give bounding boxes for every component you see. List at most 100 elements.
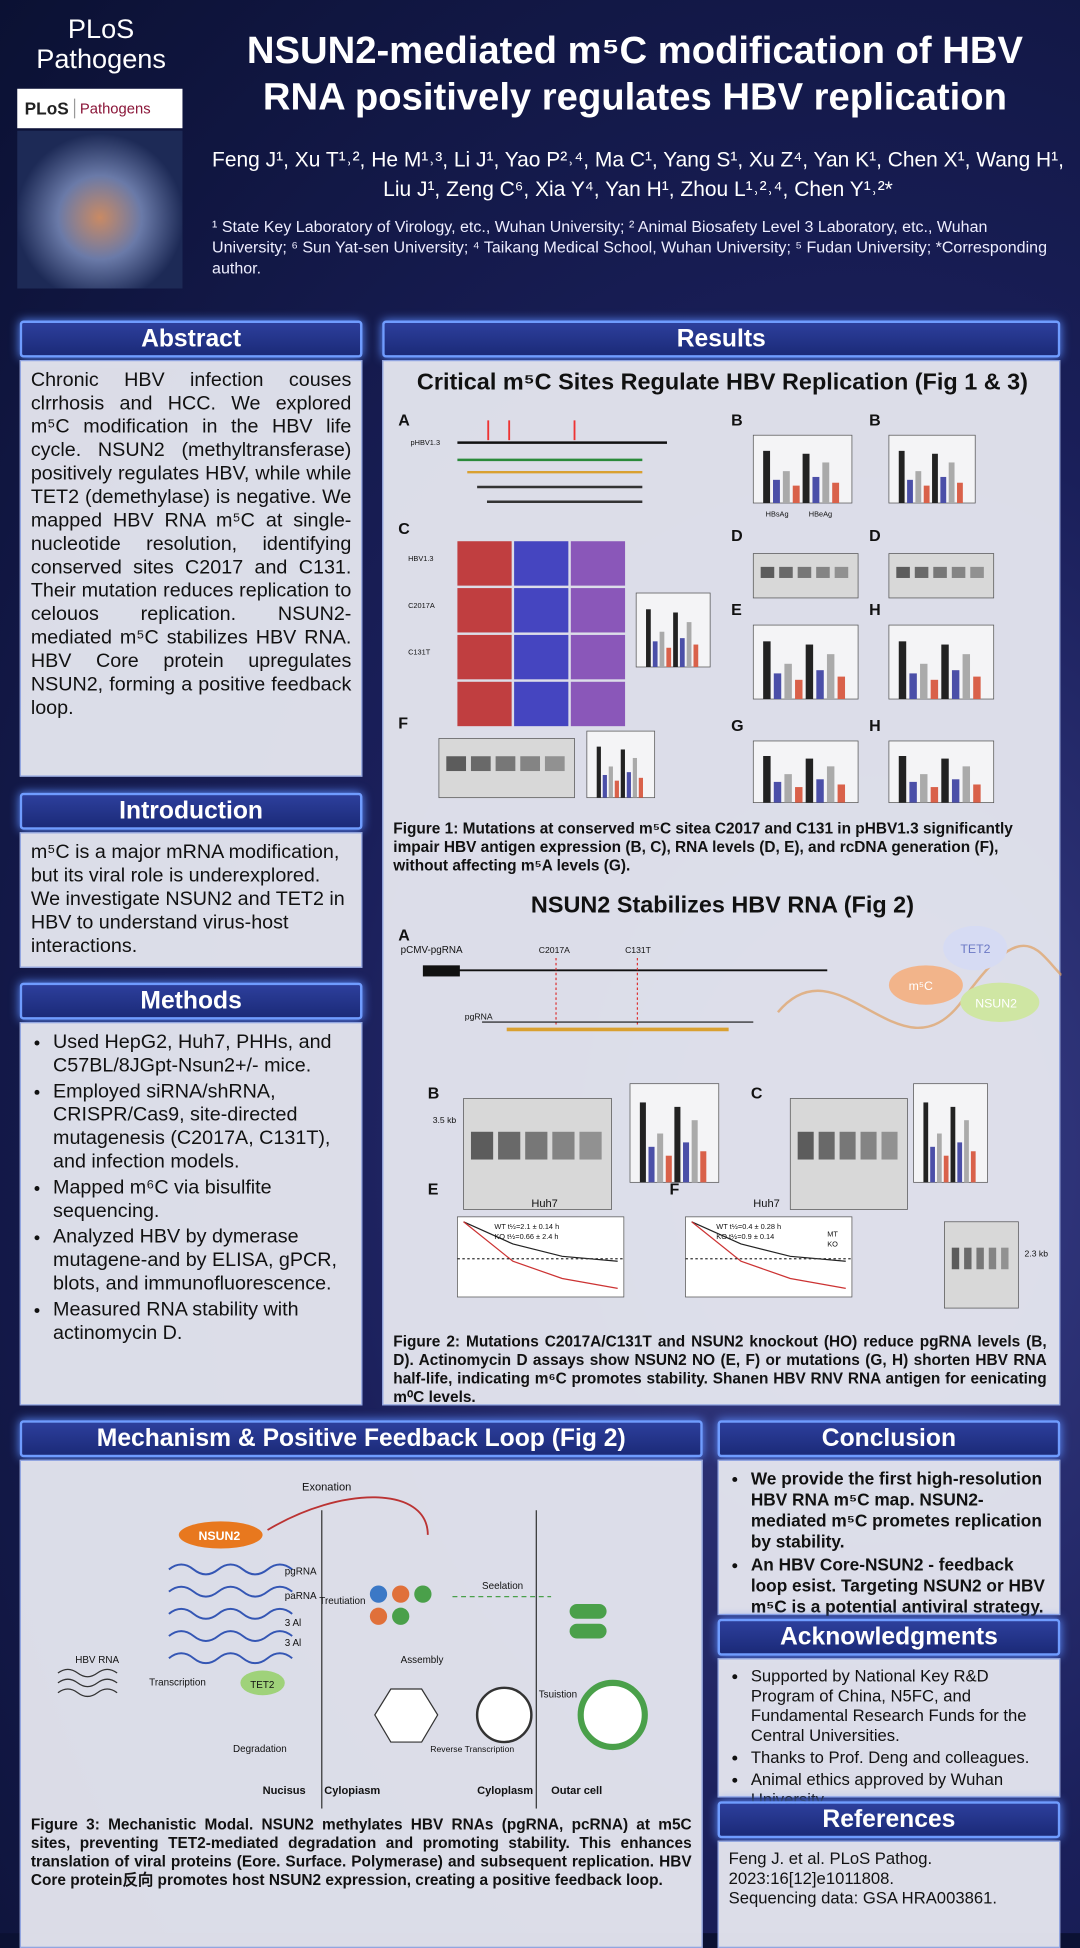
- protein: [569, 1623, 607, 1639]
- figure-heading: NSUN2 Stabilizes HBV RNA (Fig 2): [530, 892, 915, 919]
- decor-bar: [691, 1120, 698, 1183]
- curve: [463, 1221, 618, 1262]
- gel-band: [797, 566, 812, 578]
- decor-bar: [970, 1151, 976, 1183]
- label: Exonation: [302, 1482, 351, 1494]
- protein: [369, 1607, 388, 1625]
- journal-name: PLoS Pathogens: [17, 14, 185, 74]
- micrograph: [570, 634, 626, 680]
- label: pCMV-pgRNA: [401, 945, 463, 956]
- label: WT t½=0.4 ± 0.28 h: [716, 1222, 781, 1231]
- gel-band: [881, 1131, 898, 1160]
- decor-bar: [700, 1151, 707, 1183]
- decor-bar: [639, 1102, 646, 1183]
- list-item: We provide the first high-resolution HBV…: [751, 1468, 1049, 1552]
- decor-bar: [626, 772, 631, 798]
- decor-bar: [666, 647, 672, 667]
- decor-bar: [962, 654, 971, 700]
- figure-3: NSUN2 Exonation pgRNA paRNA 3 Al 3 Al HBV RNA T…: [57, 1482, 648, 1809]
- section-heading: Methods: [19, 982, 363, 1020]
- decor-bar: [646, 609, 651, 667]
- decor-bar: [782, 471, 790, 504]
- decor-bar: [683, 1142, 690, 1183]
- micrograph: [514, 681, 569, 727]
- bubble: [960, 982, 1040, 1023]
- decor-bar: [940, 476, 947, 504]
- decor-bar: [674, 1106, 681, 1183]
- section-heading: Mechanism & Positive Feedback Loop (Fig …: [19, 1420, 703, 1458]
- decor-bar: [957, 482, 963, 504]
- decor-bar: [964, 1120, 969, 1183]
- decor-bar: [686, 622, 692, 667]
- title: NSUN2-mediated m⁵C modification of HBV R…: [246, 28, 1023, 119]
- label: 3 Al: [285, 1638, 301, 1649]
- gel-band: [951, 1247, 960, 1270]
- dna-helix: [777, 944, 1062, 1030]
- rna-strand: [168, 1652, 293, 1665]
- decor-bar: [923, 485, 930, 504]
- arrow: [267, 1496, 429, 1535]
- label: C2017A: [408, 601, 435, 610]
- references-box: Feng J. et al. PLoS Pathog. 2023:16[12]e…: [717, 1840, 1061, 1948]
- acknowledgments-list: Supported by National Key R&D Program of…: [729, 1667, 1050, 1810]
- rna-strand: [57, 1678, 118, 1688]
- label: Transcription: [149, 1677, 206, 1688]
- decor-bar: [920, 663, 928, 700]
- acknowledgments-box: Supported by National Key R&D Program of…: [717, 1658, 1061, 1809]
- gel-band: [860, 1131, 877, 1160]
- label: F: [669, 1181, 679, 1199]
- decor-bar: [941, 644, 949, 700]
- micrograph: [514, 541, 569, 586]
- protein: [392, 1585, 410, 1603]
- journal-line: Pathogens: [36, 43, 166, 74]
- gel-band: [470, 1131, 494, 1160]
- micrograph: [514, 588, 569, 633]
- decor-bar: [805, 644, 814, 700]
- decor-bar: [973, 784, 981, 803]
- decor-bar: [915, 471, 922, 504]
- decor-bar: [951, 779, 960, 803]
- rna-strand: [57, 1688, 118, 1698]
- rna-strand: [168, 1607, 293, 1620]
- label: KO: [827, 1239, 838, 1248]
- label: Degradation: [233, 1744, 287, 1755]
- label: C: [751, 1084, 763, 1102]
- protein: [414, 1585, 432, 1603]
- label: pgRNA: [465, 1012, 493, 1022]
- label: B: [869, 411, 881, 429]
- micrograph: [457, 634, 512, 680]
- gel-band: [552, 1131, 575, 1160]
- decor-bar: [948, 462, 955, 504]
- gel-band: [760, 566, 775, 578]
- micrograph: [570, 541, 626, 586]
- decor-bar: [951, 670, 960, 700]
- protein: [569, 1603, 607, 1619]
- decor-bar: [822, 462, 830, 504]
- decor-bar: [638, 777, 643, 798]
- decor-bar: [596, 746, 601, 798]
- decor-bar: [832, 482, 840, 504]
- decor-bar: [907, 479, 913, 504]
- label: C131T: [625, 945, 652, 955]
- label: paRNA: [285, 1591, 317, 1602]
- mechanism-box: NSUN2 Exonation pgRNA paRNA 3 Al 3 Al HBV RNA T…: [19, 1459, 703, 1948]
- micrograph: [570, 588, 626, 633]
- virion: [577, 1679, 648, 1751]
- decor-bar: [802, 453, 810, 504]
- methods-box: Used HepG2, Huh7, PHHs, and C57BL/8JGpt-…: [19, 1022, 363, 1406]
- label: E: [428, 1181, 439, 1199]
- rna-strand: [57, 1668, 118, 1678]
- decor-bar: [773, 479, 780, 504]
- list-item: Analyzed HBV by dymerase mutagene-and by…: [53, 1225, 351, 1295]
- curve: [691, 1221, 846, 1262]
- decor-bar: [679, 638, 685, 667]
- gel-band: [933, 566, 947, 578]
- figure-heading: Critical m⁵C Sites Regulate HBV Replicat…: [416, 369, 1028, 396]
- decor-bar: [620, 749, 625, 798]
- gel-band: [495, 756, 516, 772]
- decor-bar: [773, 673, 782, 700]
- results-box: Critical m⁵C Sites Regulate HBV Replicat…: [382, 360, 1062, 1405]
- authors: Feng J¹, Xu T¹˒², He M¹˒³, Li J¹, Yao P²…: [212, 147, 1064, 201]
- abstract-text: Chronic HBV infection couses clrrhosis a…: [19, 360, 363, 777]
- label: B: [731, 411, 743, 429]
